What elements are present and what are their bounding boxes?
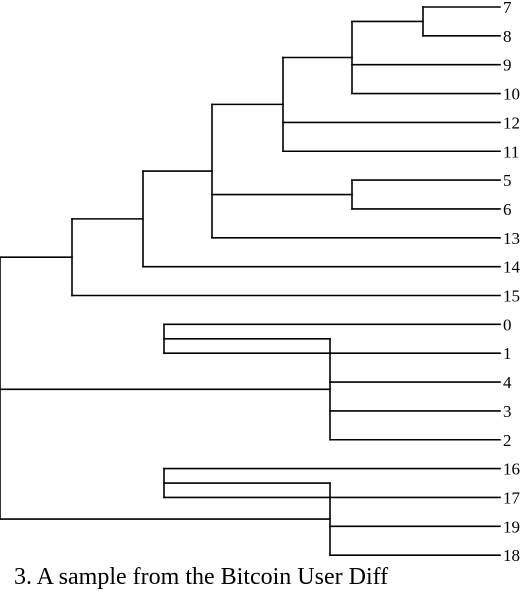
leaf-label: 18	[503, 546, 520, 565]
leaf-label: 3	[503, 402, 512, 421]
leaf-label: 11	[503, 142, 519, 161]
leaf-label: 19	[503, 517, 520, 536]
leaf-label: 12	[503, 113, 520, 132]
leaf-label: 5	[503, 171, 512, 190]
leaf-label: 15	[503, 287, 520, 306]
figure-caption: 3. A sample from the Bitcoin User Diff	[14, 564, 389, 590]
leaf-label: 4	[503, 373, 512, 392]
leaf-label: 14	[503, 258, 521, 277]
leaf-label: 8	[503, 27, 512, 46]
leaf-label: 13	[503, 229, 520, 248]
leaf-label: 10	[503, 85, 520, 104]
leaf-label: 0	[503, 315, 512, 334]
leaf-label: 7	[503, 0, 512, 17]
leaf-label: 9	[503, 56, 512, 75]
leaf-label: 1	[503, 344, 512, 363]
leaf-label: 2	[503, 431, 512, 450]
leaf-label: 6	[503, 200, 512, 219]
leaf-label: 17	[503, 488, 521, 507]
leaf-label: 16	[503, 460, 520, 479]
